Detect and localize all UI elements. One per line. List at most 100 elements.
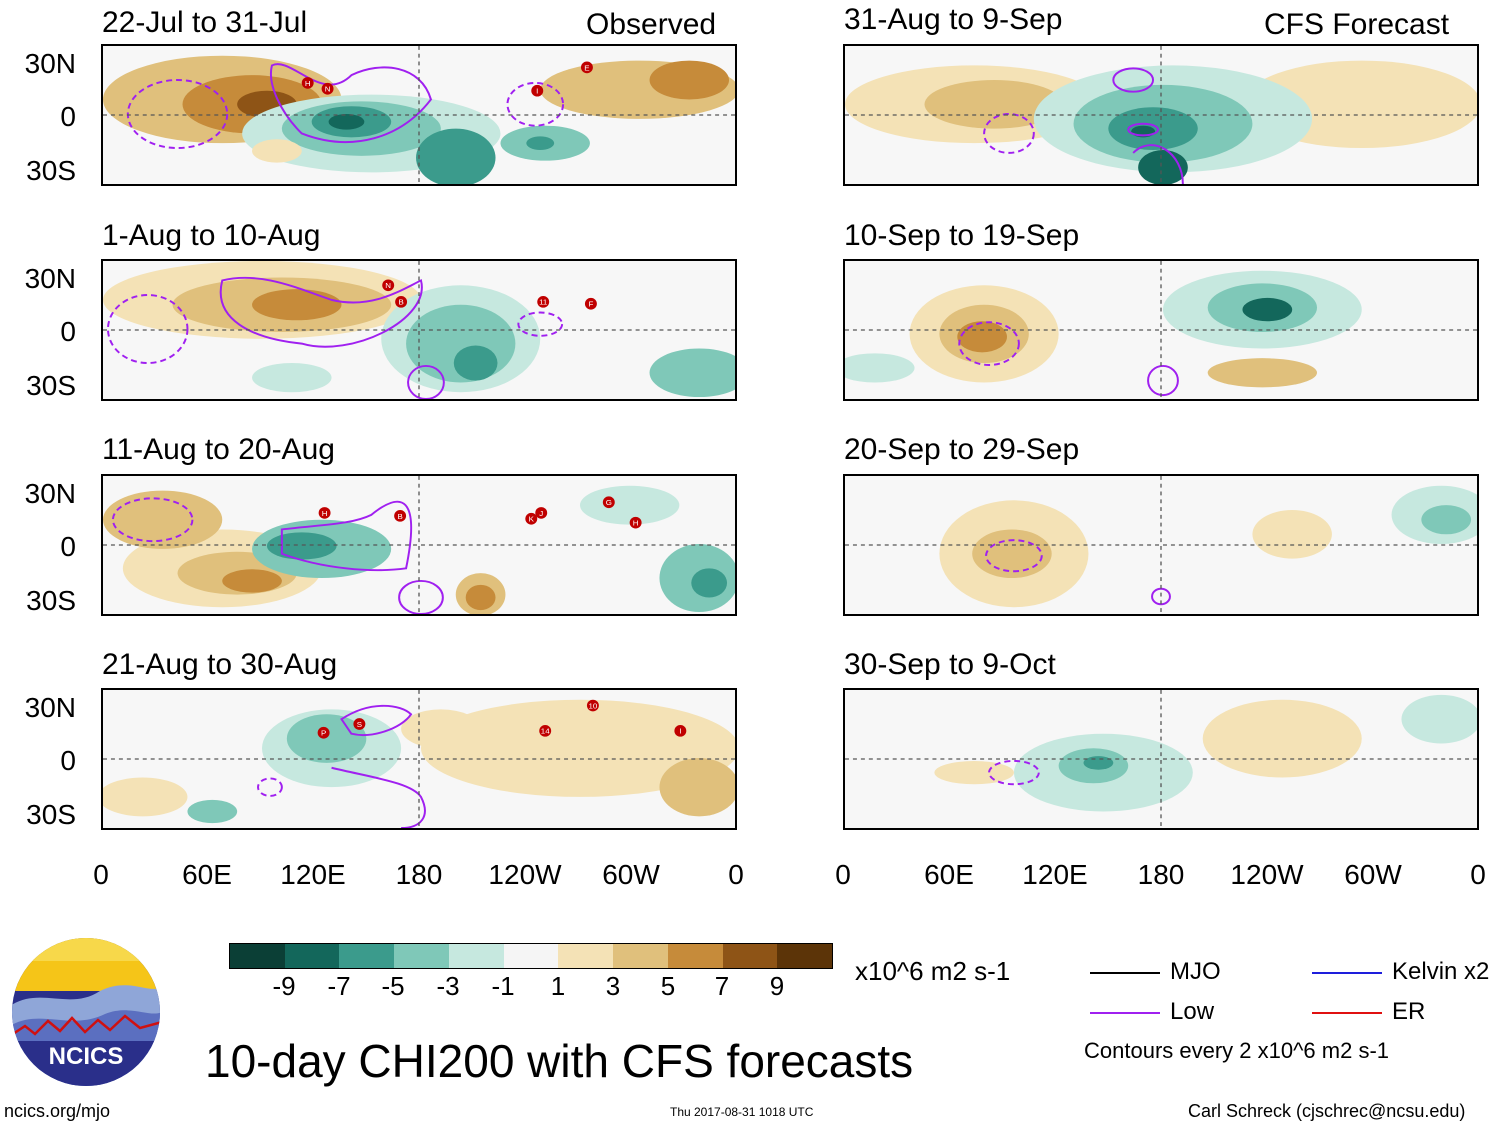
y-tick-30n: 30N xyxy=(24,478,76,509)
storm-marker: F xyxy=(584,297,597,310)
colorbar-swatch xyxy=(284,944,340,968)
svg-text:N: N xyxy=(385,281,391,290)
colorbar-label: -9 xyxy=(272,971,296,1001)
legend-label-er: ER xyxy=(1392,998,1426,1025)
colorbar-label: 7 xyxy=(714,971,730,1001)
storm-marker: I xyxy=(674,724,687,737)
storm-marker: E xyxy=(580,61,593,74)
colorbar-swatch xyxy=(394,944,449,968)
storm-marker: K xyxy=(525,512,538,525)
timestamp: Thu 2017-08-31 1018 UTC xyxy=(670,1105,814,1119)
storm-marker: 10 xyxy=(586,699,599,712)
storm-marker: H xyxy=(318,507,331,519)
panel-title-observed-3: 11-Aug to 20-Aug xyxy=(102,433,335,466)
map-panel-forecast-4 xyxy=(843,688,1479,830)
colorbar xyxy=(229,943,833,969)
colorbar-swatch xyxy=(613,944,668,968)
x-tick-120e: 120E xyxy=(280,859,346,890)
colorbar-label: -3 xyxy=(436,971,460,1001)
legend-line-mjo xyxy=(1090,972,1160,974)
svg-text:H: H xyxy=(633,519,639,528)
ncics-logo: NCICS xyxy=(10,936,162,1088)
storm-marker: N xyxy=(382,279,395,292)
x-tick-120e: 120E xyxy=(1022,859,1088,890)
panel-title-forecast-1: 31-Aug to 9-Sep xyxy=(844,3,1063,36)
map-panel-observed-4: P S 14 10 I xyxy=(101,688,737,830)
svg-text:I: I xyxy=(536,87,538,96)
y-tick-30s: 30S xyxy=(26,370,76,401)
y-tick-30n: 30N xyxy=(24,692,76,723)
y-tick-eq: 0 xyxy=(60,745,76,776)
map-panel-observed-1: H N I E xyxy=(101,44,737,186)
svg-text:H: H xyxy=(322,509,328,518)
storm-marker: G xyxy=(602,496,615,509)
cfs-forecast-label: CFS Forecast xyxy=(1264,8,1450,41)
svg-text:J: J xyxy=(539,509,543,518)
storm-marker: J xyxy=(535,507,548,519)
colorbar-label: -7 xyxy=(327,971,351,1001)
map-panel-observed-3: H B K J G H xyxy=(101,474,737,616)
x-tick-60w: 60W xyxy=(1344,859,1402,890)
colorbar-units: x10^6 m2 s-1 xyxy=(855,956,1011,986)
x-tick-0-end: 0 xyxy=(728,859,744,890)
website-link[interactable]: ncics.org/mjo xyxy=(4,1101,111,1121)
legend-line-kelvin xyxy=(1312,972,1382,974)
y-tick-eq: 0 xyxy=(60,316,76,347)
y-tick-30n: 30N xyxy=(24,48,76,79)
svg-text:B: B xyxy=(397,512,402,521)
colorbar-label: -5 xyxy=(381,971,405,1001)
x-tick-0: 0 xyxy=(835,859,851,890)
x-tick-60e: 60E xyxy=(924,859,974,890)
panel-title-forecast-2: 10-Sep to 19-Sep xyxy=(844,219,1080,252)
svg-text:K: K xyxy=(529,515,535,524)
colorbar-swatch xyxy=(777,944,833,968)
colorbar-label: 3 xyxy=(605,971,621,1001)
storm-marker: B xyxy=(394,510,407,522)
credit: Carl Schreck (cjschrec@ncsu.edu) xyxy=(1188,1101,1466,1121)
colorbar-swatch xyxy=(339,944,395,968)
colorbar-label: 9 xyxy=(769,971,785,1001)
x-tick-60e: 60E xyxy=(182,859,232,890)
storm-marker: 11 xyxy=(537,295,550,308)
x-tick-120w: 120W xyxy=(488,859,562,890)
panel-title-observed-2: 1-Aug to 10-Aug xyxy=(102,219,321,252)
map-panel-forecast-2 xyxy=(843,259,1479,401)
colorbar-swatch xyxy=(558,944,614,968)
y-tick-eq: 0 xyxy=(60,531,76,562)
svg-text:E: E xyxy=(584,63,589,72)
colorbar-swatch xyxy=(503,944,559,968)
legend-line-er xyxy=(1312,1012,1382,1014)
svg-text:H: H xyxy=(305,79,311,88)
legend-label-mjo: MJO xyxy=(1170,958,1221,985)
storm-marker: H xyxy=(629,516,642,529)
y-tick-30s: 30S xyxy=(26,799,76,830)
panel-title-observed-4: 21-Aug to 30-Aug xyxy=(102,648,338,681)
svg-text:I: I xyxy=(679,727,681,736)
svg-text:P: P xyxy=(321,729,326,738)
svg-text:G: G xyxy=(606,498,612,507)
map-panel-forecast-3 xyxy=(843,474,1479,616)
contours-note: Contours every 2 x10^6 m2 s-1 xyxy=(1084,1038,1390,1063)
colorbar-label: -1 xyxy=(491,971,515,1001)
colorbar-swatch xyxy=(448,944,504,968)
x-tick-60w: 60W xyxy=(602,859,660,890)
svg-text:F: F xyxy=(588,300,593,309)
y-tick-30n: 30N xyxy=(24,263,76,294)
storm-marker: S xyxy=(353,718,366,730)
colorbar-swatch xyxy=(230,944,285,968)
x-tick-180: 180 xyxy=(1137,859,1185,890)
storm-marker: I xyxy=(531,84,544,97)
x-tick-180: 180 xyxy=(395,859,443,890)
panel-title-forecast-4: 30-Sep to 9-Oct xyxy=(844,648,1056,681)
x-tick-0-end: 0 xyxy=(1470,859,1486,890)
x-tick-0: 0 xyxy=(93,859,109,890)
y-tick-30s: 30S xyxy=(26,585,76,616)
svg-text:14: 14 xyxy=(541,727,550,736)
logo-text: NCICS xyxy=(49,1043,124,1070)
map-panel-observed-2: N B 11 F xyxy=(101,259,737,401)
y-tick-eq: 0 xyxy=(60,101,76,132)
main-title: 10-day CHI200 with CFS forecasts xyxy=(205,1035,914,1087)
colorbar-swatch xyxy=(667,944,723,968)
svg-text:S: S xyxy=(357,720,362,729)
svg-text:N: N xyxy=(325,85,331,94)
